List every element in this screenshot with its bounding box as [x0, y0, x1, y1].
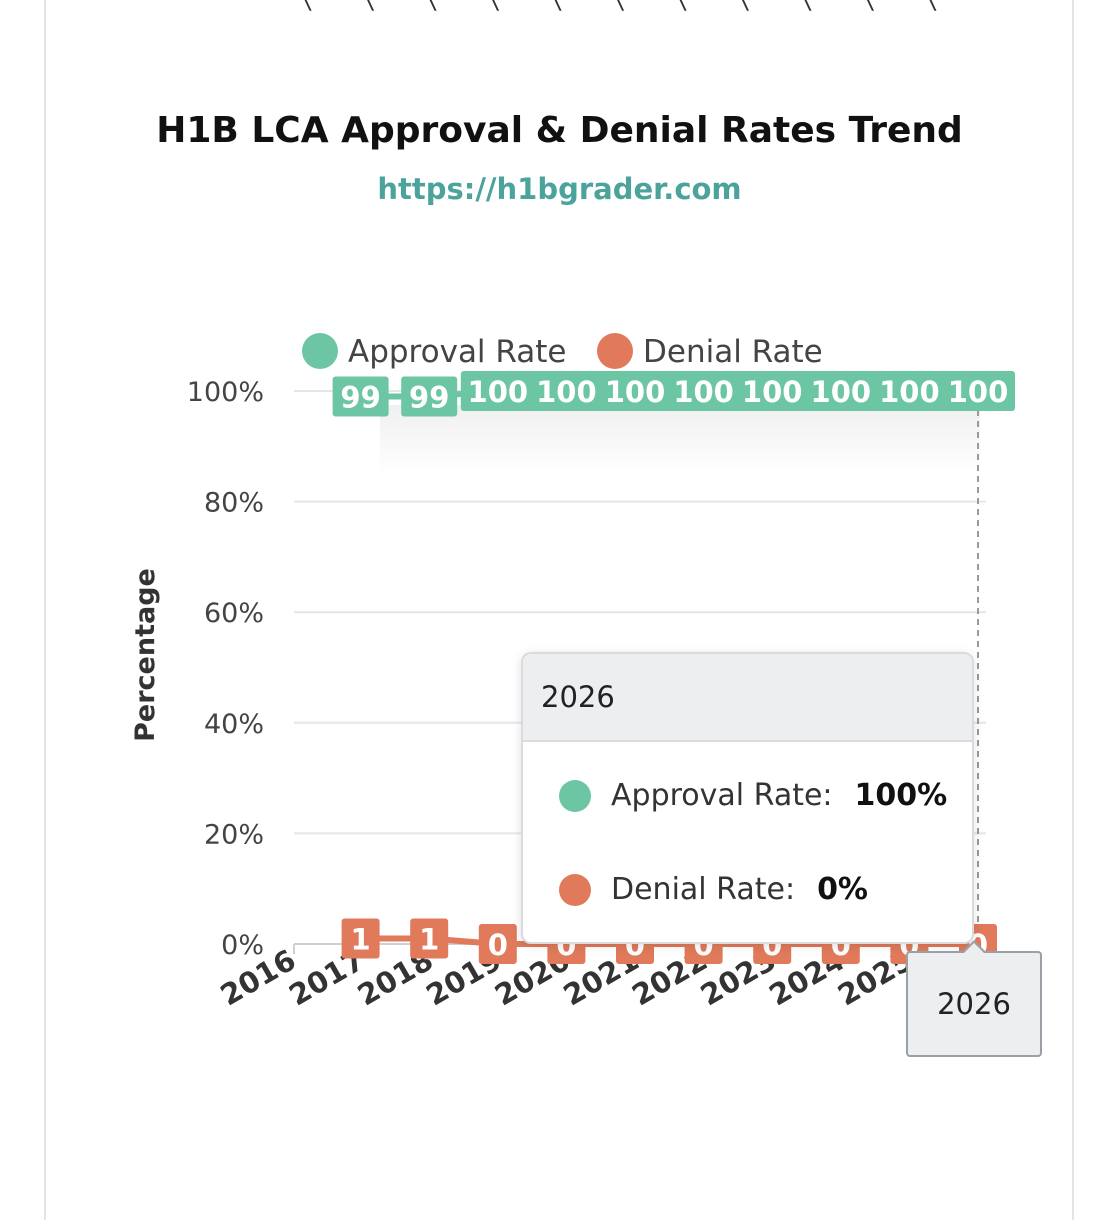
data-label-box	[410, 918, 449, 959]
chart-tooltip: 2026 Approval Rate: 100% Denial Rate: 0%	[521, 652, 974, 944]
data-label: 100	[811, 375, 872, 409]
data-label: 100	[468, 375, 529, 409]
y-tick-label: 20%	[204, 819, 264, 850]
data-label: 0	[488, 928, 508, 962]
data-label: 99	[340, 381, 380, 415]
chart-card	[44, 0, 1074, 1220]
data-label: 100	[742, 375, 803, 409]
data-label-box	[401, 376, 458, 417]
legend-label: Approval Rate	[348, 334, 566, 370]
data-label: 1	[351, 922, 371, 956]
data-label-box	[941, 371, 1015, 411]
tooltip-header: 2026	[523, 654, 972, 742]
data-label-box	[803, 371, 878, 411]
data-label-box	[478, 924, 517, 964]
crosshair-pointer-inner	[964, 943, 984, 953]
tooltip-approval-row: Approval Rate: 100%	[559, 778, 947, 813]
legend-label: Denial Rate	[643, 334, 823, 370]
tooltip-denial-value: 0%	[817, 872, 868, 907]
series-line	[360, 935, 978, 947]
y-tick-label: 40%	[204, 709, 264, 740]
data-label: 100	[879, 375, 940, 409]
top-marks: \ \ \ \ \ \ \ \ \ \ \	[300, 0, 957, 15]
chart-title: H1B LCA Approval & Denial Rates Trend	[156, 110, 963, 151]
data-label: 100	[605, 375, 666, 409]
legend-marker	[302, 333, 338, 369]
hover-band	[380, 405, 980, 475]
data-label: 99	[409, 381, 449, 415]
tooltip-approval-label: Approval Rate:	[611, 778, 833, 813]
legend-marker	[597, 333, 633, 369]
chart-subtitle-link[interactable]: https://h1bgrader.com	[377, 172, 742, 206]
data-label-box	[332, 376, 389, 417]
data-label-box	[872, 371, 947, 411]
data-label-box	[666, 371, 741, 411]
y-tick-label: 80%	[204, 488, 264, 519]
data-label: 100	[536, 375, 597, 409]
approval-dot-icon	[559, 779, 591, 812]
y-tick-label: 0%	[221, 930, 264, 961]
data-label-box	[598, 371, 672, 411]
y-tick-label: 60%	[204, 598, 264, 629]
y-tick-label: 100%	[187, 377, 264, 408]
data-label: 100	[673, 375, 734, 409]
tooltip-denial-row: Denial Rate: 0%	[559, 872, 868, 907]
y-axis-title: Percentage	[130, 568, 161, 742]
tooltip-denial-label: Denial Rate:	[611, 872, 796, 907]
data-label-box	[460, 371, 535, 411]
data-label-box	[341, 918, 380, 959]
data-label-box	[529, 371, 604, 411]
data-label-box	[735, 371, 810, 411]
denial-dot-icon	[559, 873, 591, 906]
data-label: 1	[419, 922, 439, 956]
crosshair-x-label: 2026	[906, 951, 1042, 1057]
tooltip-approval-value: 100%	[854, 778, 948, 813]
data-label: 100	[948, 375, 1009, 409]
